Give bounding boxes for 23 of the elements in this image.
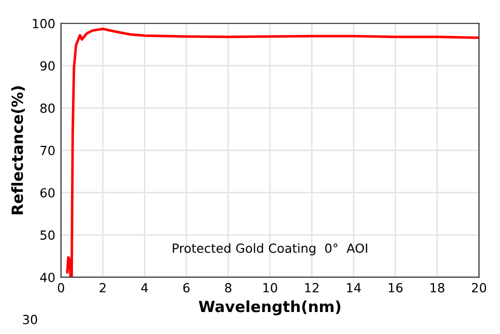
y-tick-label: 80: [40, 103, 55, 113]
x-tick-label: 12: [305, 282, 318, 292]
x-tick-label: 20: [472, 282, 486, 292]
x-tick-label: 16: [388, 282, 403, 292]
annotation: Protected Gold Coating 0° AOI: [172, 243, 368, 256]
y-axis-title: Reflectance(%): [11, 86, 25, 214]
y-tick-label: 90: [40, 61, 55, 71]
x-tick-label: 4: [141, 283, 148, 292]
text: 30: [23, 314, 38, 324]
y-tick-label: 70: [40, 146, 55, 156]
x-axis-title: Wavelength(nm): [198, 300, 340, 316]
x-tick-label: 2: [100, 282, 106, 292]
x-tick-label: 18: [430, 282, 444, 292]
line-series: [66, 28, 479, 278]
y-tick-label: 60: [40, 188, 55, 198]
y-tick-label: 50: [40, 230, 55, 240]
x-tick-label: 0: [58, 282, 64, 292]
x-tick-label: 14: [347, 283, 361, 292]
x-tick-label: 10: [263, 282, 278, 292]
y-tick-label: 40: [40, 272, 55, 282]
y-tick-label: 100: [32, 18, 55, 28]
x-tick-label: 6: [183, 282, 190, 292]
x-tick-label: 8: [225, 282, 232, 292]
